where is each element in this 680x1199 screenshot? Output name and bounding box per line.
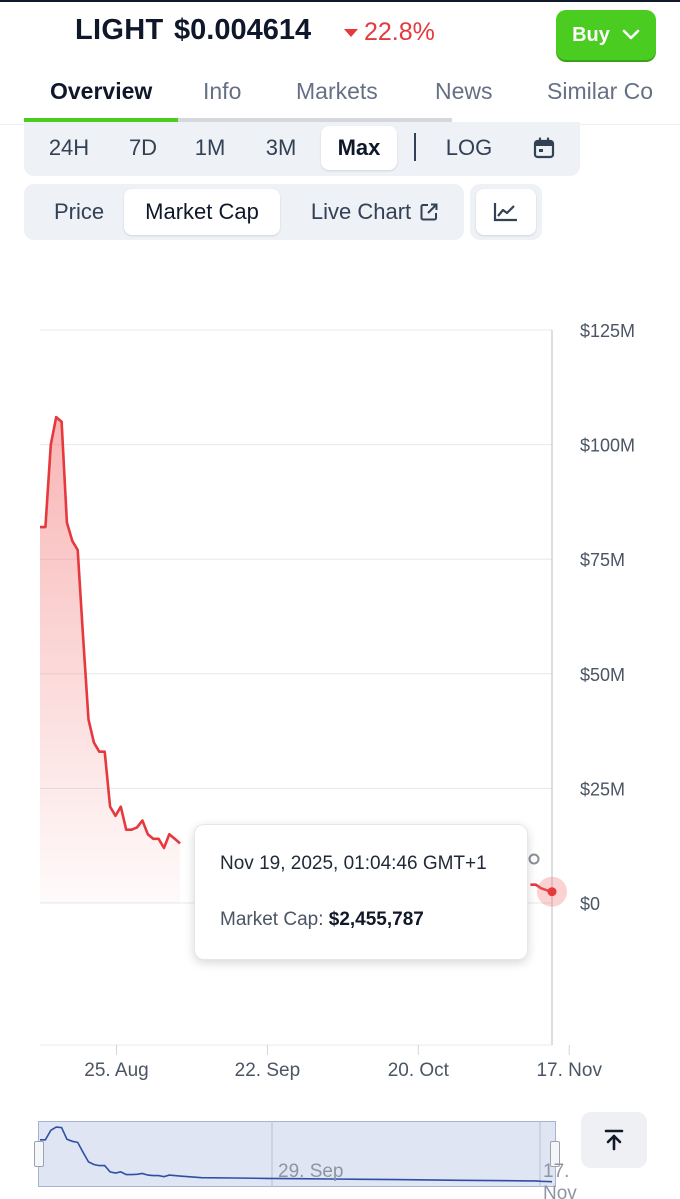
y-tick-label: $50M: [580, 665, 625, 685]
y-tick-label: $0: [580, 894, 600, 914]
external-link-icon: [420, 203, 438, 221]
chart-type-selector: [470, 184, 542, 240]
tab-markets[interactable]: Markets: [296, 78, 378, 104]
tooltip-value: $2,455,787: [328, 909, 424, 930]
x-tick-label: 17. Nov: [536, 1060, 602, 1081]
price-mode-button[interactable]: Price: [53, 199, 105, 224]
market-cap-mode-button[interactable]: Market Cap: [124, 189, 280, 235]
calendar-icon: [533, 137, 555, 159]
price-change-value: 22.8%: [364, 18, 435, 46]
live-chart-button[interactable]: Live Chart: [290, 189, 460, 235]
navigator-label-sep: 29. Sep: [278, 1161, 344, 1182]
chart-type-button[interactable]: [476, 189, 536, 235]
tab-overview[interactable]: Overview: [50, 78, 153, 104]
tab-scroll-track: [24, 118, 452, 122]
navigator-label-nov: 17. Nov: [543, 1161, 577, 1199]
log-scale-button[interactable]: LOG: [445, 135, 493, 160]
tab-news[interactable]: News: [435, 78, 493, 104]
buy-button[interactable]: Buy: [556, 10, 656, 60]
chart-tooltip: Nov 19, 2025, 01:04:46 GMT+1 Market Cap:…: [194, 824, 528, 960]
tooltip-label: Market Cap:: [220, 909, 324, 930]
range-1m-button[interactable]: 1M: [194, 135, 226, 160]
live-chart-label: Live Chart: [310, 199, 412, 224]
y-tick-label: $100M: [580, 436, 635, 456]
scroll-to-top-button[interactable]: [581, 1112, 647, 1168]
navigator-line: [40, 1126, 553, 1183]
tab-info[interactable]: Info: [203, 78, 242, 104]
price-change: 22.8%: [344, 18, 435, 47]
hover-point: [547, 887, 557, 897]
caret-down-icon: [344, 28, 358, 37]
navigator-series: [40, 1121, 553, 1187]
market-cap-chart[interactable]: $0$25M$50M$75M$100M$125M 25. Aug 22. Sep 2…: [0, 300, 680, 1100]
top-divider: [0, 0, 680, 2]
date-picker-button[interactable]: [518, 126, 570, 170]
range-24h-button[interactable]: 24H: [48, 135, 90, 160]
range-7d-button[interactable]: 7D: [128, 135, 158, 160]
tab-similar-coins[interactable]: Similar Co: [547, 78, 654, 104]
y-tick-label: $75M: [580, 550, 625, 570]
navigator-left-handle[interactable]: [34, 1141, 44, 1167]
coin-price: $0.004614: [174, 14, 312, 46]
coin-header: LIGHT $0.004614 22.8% Buy: [0, 0, 680, 66]
range-separator: [414, 133, 416, 161]
tooltip-date: Nov 19, 2025, 01:04:46 GMT+1: [220, 853, 487, 874]
buy-button-label: Buy: [572, 23, 610, 46]
range-3m-button[interactable]: 3M: [265, 135, 297, 160]
x-axis-labels: 25. Aug 22. Sep 20. Oct 17. Nov: [84, 1045, 602, 1081]
y-tick-label: $125M: [580, 321, 635, 341]
tooltip-row: Market Cap: $2,455,787: [220, 909, 424, 931]
section-tabs: Overview Info Markets News Similar Co: [0, 70, 680, 125]
time-range-selector: 24H 7D 1M 3M Max LOG: [24, 122, 580, 176]
range-max-button[interactable]: Max: [321, 126, 397, 170]
x-tick-label: 20. Oct: [388, 1060, 450, 1081]
chart-mode-selector: Price Market Cap Live Chart: [24, 184, 464, 240]
line-chart-icon: [493, 203, 517, 222]
market-cap-area-fill: [40, 417, 181, 903]
chevron-down-icon: [622, 29, 640, 40]
navigator-right-handle[interactable]: [550, 1141, 560, 1167]
market-cap-line: [40, 415, 181, 850]
event-marker: [528, 853, 540, 865]
y-axis-labels: $0 $25M $50M $75M $100M $125M: [580, 321, 635, 914]
x-tick-label: 25. Aug: [84, 1060, 148, 1081]
x-tick-label: 22. Sep: [235, 1060, 301, 1081]
y-tick-label: $25M: [580, 779, 625, 799]
coin-symbol: LIGHT: [75, 14, 164, 46]
chart-navigator[interactable]: 29. Sep 17. Nov: [34, 1121, 577, 1199]
arrow-up-to-top-icon: [604, 1129, 624, 1151]
chart-markers: [528, 853, 567, 907]
tab-active-indicator: [24, 118, 178, 122]
